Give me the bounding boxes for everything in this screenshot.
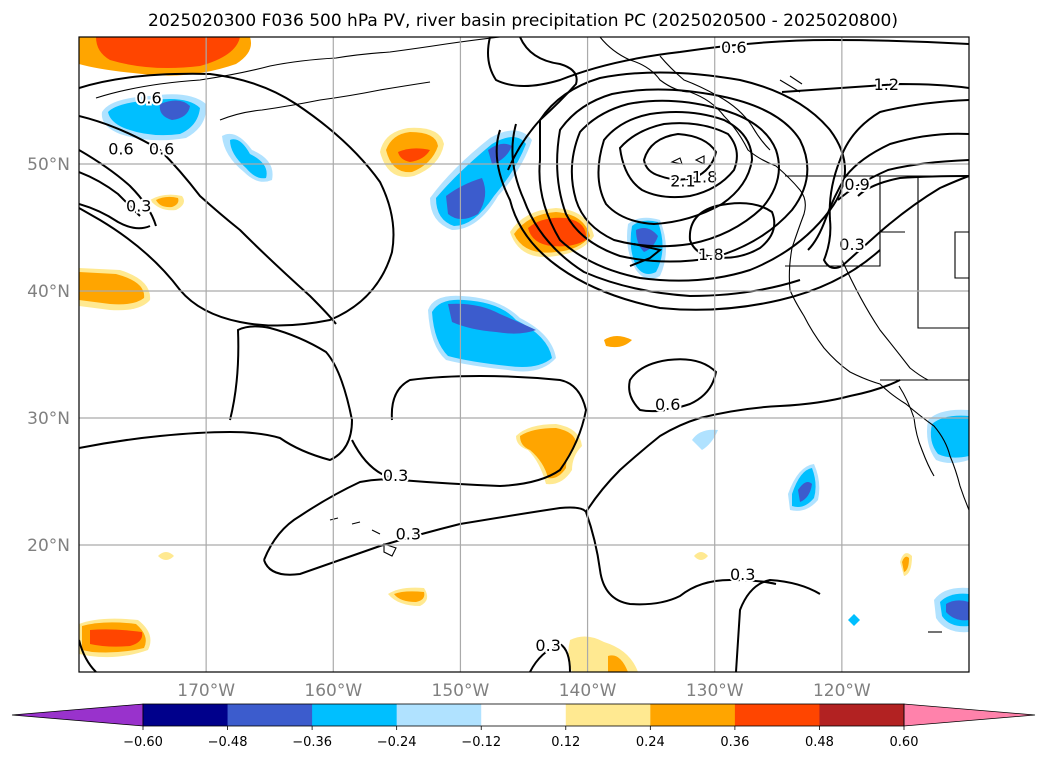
contour-label: 0.9: [844, 175, 869, 194]
precip-shading: [79, 37, 969, 672]
contour-labels: 0.61.20.60.60.60.32.11.81.80.90.30.60.30…: [106, 37, 901, 657]
contour-label: 0.3: [383, 466, 408, 485]
colorbar-tick-label: 0.24: [636, 735, 665, 750]
colorbar-tick-label: 0.60: [890, 735, 919, 750]
y-tick-label: 50°N: [27, 155, 70, 175]
x-tick-label: 170°W: [177, 681, 235, 701]
contour-label: 0.3: [730, 565, 755, 584]
contour-label: 1.8: [698, 245, 723, 264]
contour-label: 0.3: [839, 235, 864, 254]
colorbar-segment: [650, 704, 736, 726]
x-tick-label: 140°W: [559, 681, 617, 701]
contour-label: 1.8: [692, 167, 717, 186]
colorbar-tick-label: 0.48: [805, 735, 834, 750]
colorbar-segment: [143, 704, 229, 726]
colorbar-segment: [734, 704, 820, 726]
colorbar-tick-label: 0.12: [551, 735, 580, 750]
colorbar-segment: [819, 704, 905, 726]
colorbar-extend-high: [903, 703, 1036, 727]
contour-label: 0.6: [136, 89, 161, 108]
x-tick-label: 120°W: [813, 681, 871, 701]
colorbar-outline: [142, 703, 905, 727]
map-layers: 0.61.20.60.60.60.32.11.81.80.90.30.60.30…: [79, 37, 969, 672]
colorbar-segment: [227, 704, 313, 726]
colorbar-extend-low: [11, 703, 144, 727]
gridlines: [79, 37, 969, 672]
y-tick-label: 30°N: [27, 409, 70, 429]
colorbar: [11, 703, 1036, 727]
colorbar-segment: [565, 704, 651, 726]
colorbar-tick-label: −0.24: [377, 735, 417, 750]
colorbar-tick-labels: −0.60 −0.48 −0.36 −0.24 −0.12 0.12 0.24 0.36 0.4…: [123, 726, 918, 750]
contour-label: 0.6: [655, 395, 680, 414]
x-tick-label: 150°W: [432, 681, 490, 701]
colorbar-tick-label: −0.12: [461, 735, 501, 750]
colorbar-tick-label: 0.36: [720, 735, 749, 750]
contour-label: 0.6: [149, 140, 174, 159]
pv-contours: [79, 37, 969, 672]
x-tick-label: 130°W: [686, 681, 744, 701]
y-tick-labels: 50°N 40°N 30°N 20°N: [27, 155, 70, 556]
colorbar-segment: [312, 704, 398, 726]
map-frame: [78, 36, 970, 673]
contour-label: 1.2: [874, 75, 899, 94]
y-tick-label: 20°N: [27, 536, 70, 556]
contour-label: 2.1: [670, 171, 695, 190]
y-tick-label: 40°N: [27, 282, 70, 302]
x-tick-labels: 170°W 160°W 150°W 140°W 130°W 120°W: [177, 681, 871, 701]
colorbar-tick-label: −0.60: [123, 735, 163, 750]
contour-label: 0.6: [721, 38, 746, 57]
colorbar-segment: [481, 704, 567, 726]
contour-label: 0.3: [535, 636, 560, 655]
contour-label: 0.6: [108, 140, 133, 159]
x-tick-label: 160°W: [304, 681, 362, 701]
colorbar-tick-label: −0.36: [292, 735, 332, 750]
contour-label: 0.3: [396, 524, 421, 543]
chart-title: 2025020300 F036 500 hPa PV, river basin …: [148, 11, 898, 31]
colorbar-tick-label: −0.48: [208, 735, 248, 750]
contour-label: 0.3: [126, 197, 151, 216]
colorbar-segment: [396, 704, 482, 726]
